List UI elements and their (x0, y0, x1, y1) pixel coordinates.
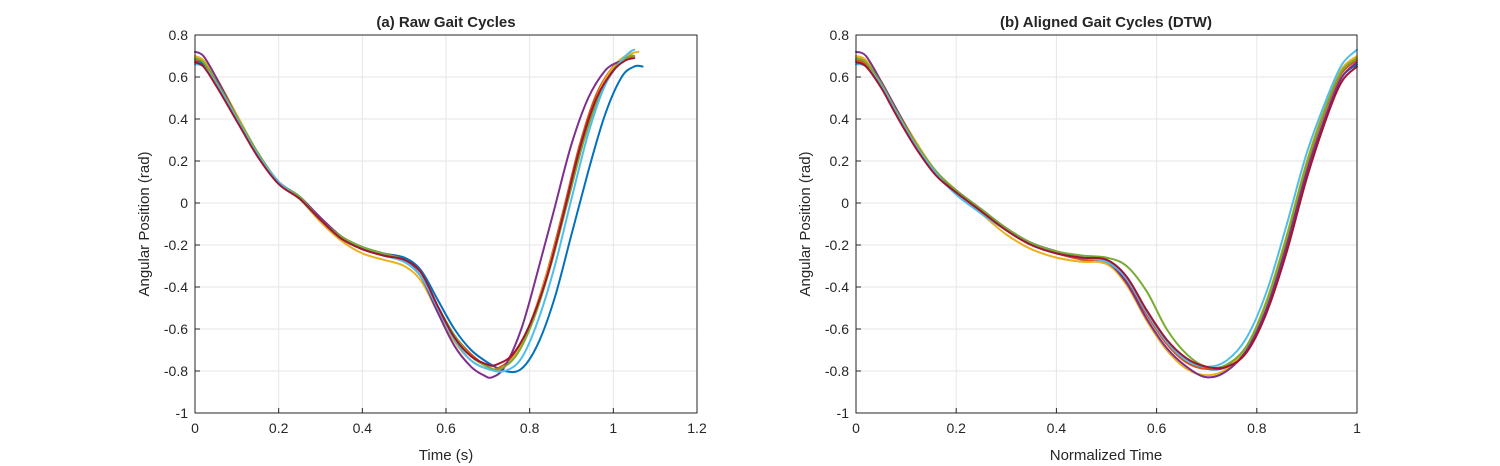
series-line-2 (855, 59, 1358, 370)
series-line-5 (855, 57, 1358, 369)
y-tick-label: 0.2 (169, 153, 189, 169)
y-tick-label: -0.4 (164, 279, 188, 295)
series-line-7 (194, 57, 636, 367)
panel-aligned-gait-cycles: (b) Aligned Gait Cycles (DTW) Normalized… (797, 14, 1361, 464)
y-tick-label: 0.8 (830, 27, 850, 43)
x-tick-label: 0.8 (520, 420, 540, 436)
series-line-3 (194, 50, 640, 372)
x-tick-label: 1 (609, 420, 617, 436)
x-tick-label: 1 (1353, 420, 1361, 436)
chart-title: (b) Aligned Gait Cycles (DTW) (1000, 14, 1212, 31)
y-tick-label: -0.2 (164, 237, 188, 253)
x-tick-label: 0.6 (1147, 420, 1167, 436)
y-tick-label: -1 (176, 405, 189, 421)
x-tick-label: 0.4 (1047, 420, 1067, 436)
tick-labels: 0 0.2 0.4 0.6 0.8 1 1.2 -1 -0.8 -0.6 -0.4 -0.2 0 0.2 0… (164, 27, 707, 436)
series-line-1 (194, 59, 644, 374)
y-tick-label: -0.8 (825, 363, 849, 379)
series-line-3 (855, 55, 1358, 377)
y-tick-label: -0.6 (164, 321, 188, 337)
series-line-6 (855, 48, 1358, 368)
y-tick-label: 0.2 (830, 153, 850, 169)
y-axis-label: Angular Position (rad) (136, 151, 153, 296)
x-tick-label: 0.4 (353, 420, 373, 436)
y-tick-label: 0.4 (169, 111, 189, 127)
y-tick-label: 0 (841, 195, 849, 211)
y-tick-label: -1 (837, 405, 850, 421)
x-tick-label: 0.2 (269, 420, 289, 436)
x-tick-label: 0.8 (1247, 420, 1267, 436)
x-tick-label: 1.2 (687, 420, 707, 436)
x-tick-label: 0 (191, 420, 199, 436)
series-lines (855, 48, 1358, 379)
grid (194, 34, 698, 414)
panel-raw-gait-cycles: (a) Raw Gait Cycles Time (s) Angular Pos… (136, 14, 707, 464)
y-tick-label: 0 (180, 195, 188, 211)
x-tick-label: 0.6 (436, 420, 456, 436)
y-tick-label: -0.2 (825, 237, 849, 253)
x-tick-label: 0.2 (946, 420, 966, 436)
y-tick-label: -0.6 (825, 321, 849, 337)
y-tick-label: -0.4 (825, 279, 849, 295)
x-axis-label: Time (s) (419, 447, 473, 464)
grid (855, 34, 1358, 414)
y-axis-label: Angular Position (rad) (797, 151, 814, 296)
y-tick-label: 0.4 (830, 111, 850, 127)
y-tick-label: 0.8 (169, 27, 189, 43)
y-tick-label: 0.6 (169, 69, 189, 85)
chart-title: (a) Raw Gait Cycles (376, 14, 515, 31)
series-lines (194, 48, 644, 379)
x-axis-label: Normalized Time (1050, 447, 1163, 464)
series-line-1 (855, 59, 1358, 371)
plot-frame (855, 34, 1358, 414)
y-tick-label: 0.6 (830, 69, 850, 85)
series-line-6 (194, 48, 636, 373)
y-tick-label: -0.8 (164, 363, 188, 379)
tick-labels: 0 0.2 0.4 0.6 0.8 1 -1 -0.8 -0.6 -0.4 -0.2 0 0.2 0.4 0… (825, 27, 1361, 436)
x-tick-label: 0 (852, 420, 860, 436)
series-line-7 (855, 61, 1358, 370)
